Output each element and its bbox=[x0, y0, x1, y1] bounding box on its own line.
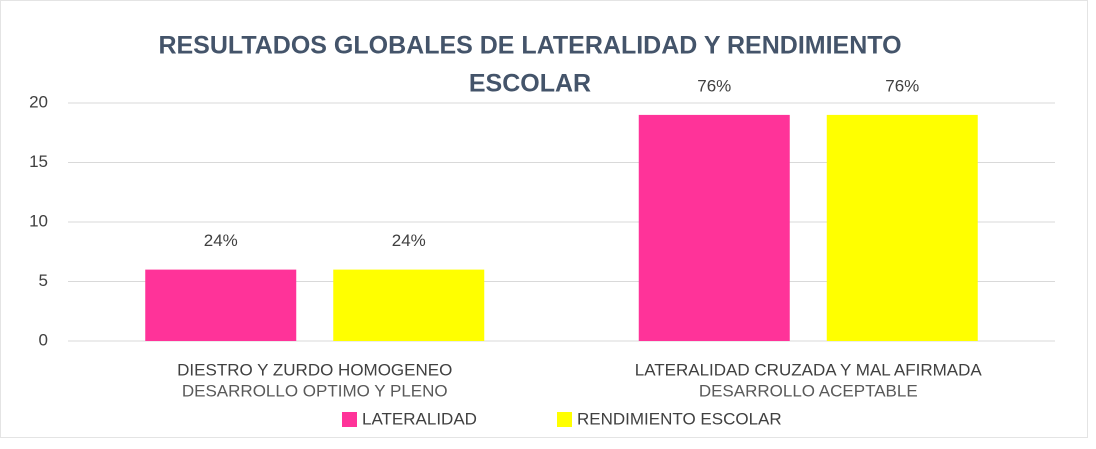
x-tick-label: LATERALIDAD CRUZADA Y MAL AFIRMADA bbox=[635, 360, 983, 379]
y-tick-label: 5 bbox=[39, 271, 48, 290]
data-label: 24% bbox=[392, 231, 426, 250]
data-label: 24% bbox=[204, 231, 238, 250]
x-tick-sublabel: DESARROLLO OPTIMO Y PLENO bbox=[182, 381, 448, 400]
data-label: 76% bbox=[885, 76, 919, 95]
legend-label: LATERALIDAD bbox=[362, 409, 477, 428]
y-tick-label: 20 bbox=[29, 92, 48, 111]
bar bbox=[333, 269, 485, 341]
bar bbox=[145, 269, 297, 341]
y-tick-label: 10 bbox=[29, 211, 48, 230]
bar bbox=[826, 114, 978, 342]
legend-label: RENDIMIENTO ESCOLAR bbox=[577, 409, 782, 428]
x-tick-label: DIESTRO Y ZURDO HOMOGENEO bbox=[177, 360, 452, 379]
y-tick-label: 0 bbox=[39, 330, 48, 349]
x-tick-sublabel: DESARROLLO ACEPTABLE bbox=[699, 381, 918, 400]
legend-swatch bbox=[342, 412, 357, 427]
chart-border bbox=[0, 0, 1088, 438]
bar bbox=[638, 114, 790, 342]
y-tick-label: 15 bbox=[29, 152, 48, 171]
chart-title: ESCOLAR bbox=[469, 70, 591, 98]
legend-swatch bbox=[557, 412, 572, 427]
data-label: 76% bbox=[697, 76, 731, 95]
chart-title: RESULTADOS GLOBALES DE LATERALIDAD Y REN… bbox=[158, 32, 901, 60]
